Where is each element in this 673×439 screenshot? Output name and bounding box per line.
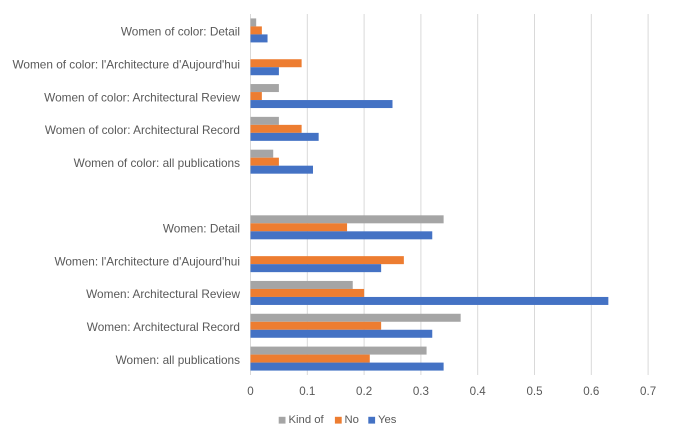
svg-text:Women: Detail: Women: Detail xyxy=(163,222,240,236)
svg-text:0.7: 0.7 xyxy=(640,385,656,398)
svg-text:Women: l'Architecture d'Aujour: Women: l'Architecture d'Aujourd'hui xyxy=(54,254,240,268)
svg-text:Women of color: Architectural: Women of color: Architectural Review xyxy=(44,90,240,104)
svg-text:Women of color: Detail: Women of color: Detail xyxy=(121,25,240,39)
svg-text:0: 0 xyxy=(247,385,253,398)
svg-text:Women: Architectural Record: Women: Architectural Record xyxy=(87,320,240,334)
svg-text:0.2: 0.2 xyxy=(356,385,372,398)
svg-text:0.5: 0.5 xyxy=(526,385,542,398)
svg-text:0.4: 0.4 xyxy=(470,385,487,398)
svg-text:Kind of: Kind of xyxy=(289,414,325,426)
svg-text:Women of color: all publicatio: Women of color: all publications xyxy=(74,156,240,170)
svg-text:0.6: 0.6 xyxy=(583,385,599,398)
svg-text:Yes: Yes xyxy=(378,414,397,426)
svg-text:0.3: 0.3 xyxy=(413,385,429,398)
svg-text:Women: Architectural Review: Women: Architectural Review xyxy=(86,287,240,301)
svg-text:Women: all publications: Women: all publications xyxy=(116,353,240,367)
svg-text:No: No xyxy=(345,414,359,426)
svg-text:0.1: 0.1 xyxy=(299,385,315,398)
svg-text:Women of color: Architectural: Women of color: Architectural Record xyxy=(45,123,240,137)
svg-text:Women of color: l'Architecture: Women of color: l'Architecture d'Aujourd… xyxy=(12,57,240,71)
